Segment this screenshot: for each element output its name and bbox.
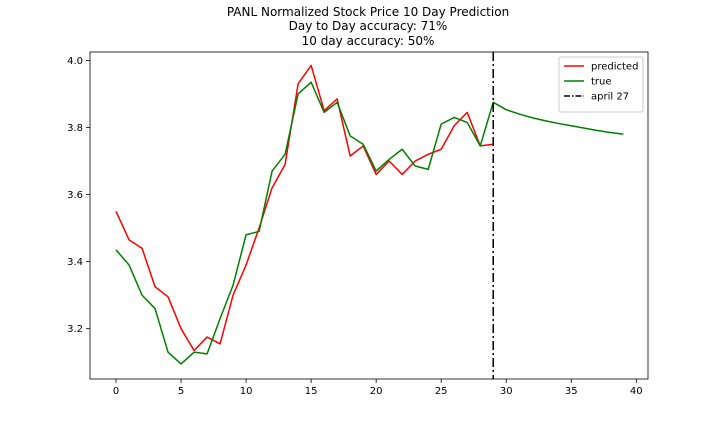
y-tick-label: 3.2 — [67, 324, 83, 335]
x-tick-label: 0 — [113, 386, 119, 397]
x-tick-label: 30 — [500, 386, 513, 397]
y-tick-label: 3.8 — [67, 123, 83, 134]
y-tick-label: 3.6 — [67, 190, 83, 201]
x-tick-label: 35 — [565, 386, 578, 397]
x-tick-label: 10 — [240, 386, 253, 397]
legend-label: predicted — [591, 62, 638, 73]
series-line-true — [115, 81, 624, 365]
axes-frame — [89, 51, 649, 380]
legend-box — [558, 56, 644, 113]
series-line-predicted — [115, 64, 494, 352]
y-tick-label: 3.4 — [67, 257, 83, 268]
y-tick-label: 4.0 — [67, 56, 83, 67]
legend-label: april 27 — [591, 92, 629, 103]
x-tick-label: 5 — [178, 386, 184, 397]
x-tick-label: 15 — [305, 386, 318, 397]
legend-label: true — [591, 77, 612, 88]
x-tick-label: 25 — [435, 386, 448, 397]
x-tick-label: 20 — [370, 386, 383, 397]
legend: predicted true april 27 — [558, 56, 644, 113]
title-line-3: 10 day accuracy: 50% — [302, 34, 435, 48]
axis-ticks: 0 5 10 15 20 25 30 35 40 3.2 3.4 3.6 3.8 4.0 — [67, 56, 643, 397]
chart-title: PANL Normalized Stock Price 10 Day Predi… — [227, 5, 509, 48]
x-tick-label: 40 — [630, 386, 643, 397]
plot-area — [115, 52, 624, 379]
title-line-2: Day to Day accuracy: 71% — [289, 19, 448, 33]
title-line-1: PANL Normalized Stock Price 10 Day Predi… — [227, 5, 509, 19]
